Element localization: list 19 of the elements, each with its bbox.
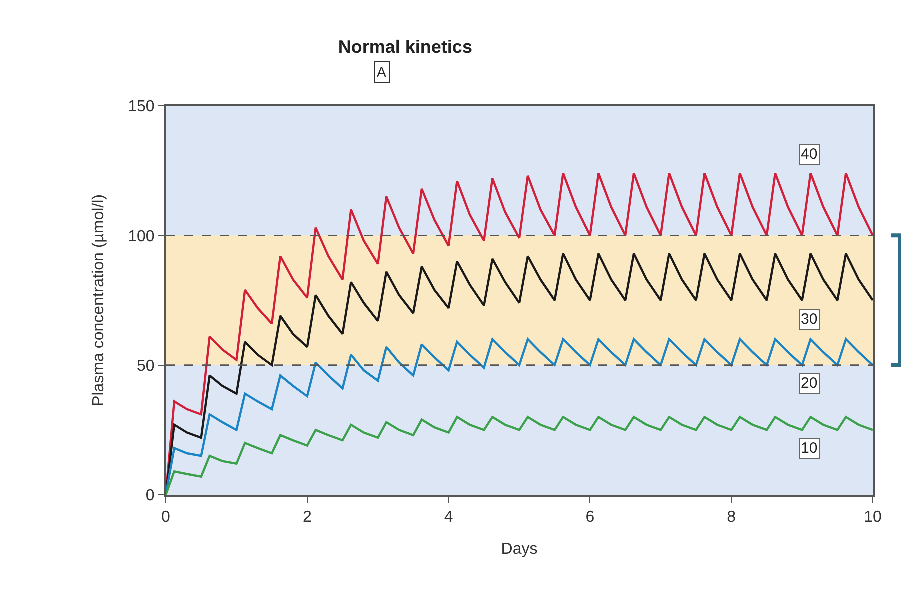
x-tick-label: 8 (727, 509, 736, 526)
text: A (377, 64, 387, 80)
x-tick-label: 6 (586, 509, 595, 526)
series-label: 10 (801, 440, 818, 457)
x-tick-label: 10 (864, 509, 882, 526)
series-label: 20 (801, 375, 818, 392)
y-tick-label: 0 (146, 488, 155, 505)
series-label: 30 (801, 311, 818, 328)
x-tick-label: 4 (444, 509, 454, 526)
chart-title: Normal kinetics (338, 37, 472, 58)
y-tick-label: 100 (128, 228, 155, 246)
x-tick-label: 0 (162, 509, 171, 526)
series-label: 40 (801, 146, 818, 163)
y-tick-label: 50 (137, 358, 155, 375)
y-tick-label: 150 (128, 98, 155, 116)
x-axis-title: Days (501, 541, 538, 558)
x-tick-label: 2 (302, 509, 312, 526)
y-axis-title: Plasma concentration (µmol/l) (90, 194, 108, 406)
line-series (166, 416, 873, 495)
